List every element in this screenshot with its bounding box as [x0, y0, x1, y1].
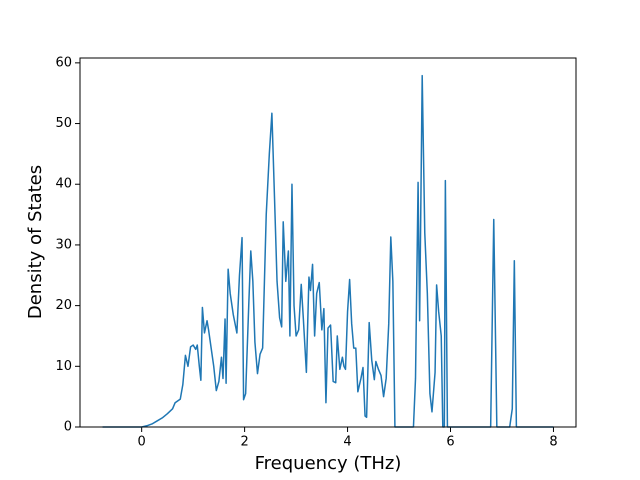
y-tick-label: 40: [55, 177, 72, 192]
x-axis-label: Frequency (THz): [255, 453, 402, 474]
y-axis-label: Density of States: [25, 165, 46, 319]
y-tick-label: 60: [55, 55, 72, 70]
x-tick-label: 2: [240, 435, 248, 450]
y-tick-label: 0: [64, 420, 72, 435]
plot-frame: [79, 57, 577, 428]
x-tick-label: 8: [549, 435, 557, 450]
y-tick-label: 10: [55, 359, 72, 374]
data-line: [102, 74, 554, 428]
y-tick-label: 30: [55, 237, 72, 252]
x-tick-label: 0: [138, 435, 146, 450]
y-tick-label: 50: [55, 116, 72, 131]
x-tick-label: 6: [446, 435, 454, 450]
y-tick-label: 20: [55, 298, 72, 313]
x-tick-label: 4: [343, 435, 351, 450]
